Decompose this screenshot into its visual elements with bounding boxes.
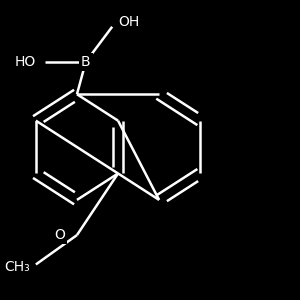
Text: O: O xyxy=(54,228,65,242)
Text: OH: OH xyxy=(118,15,139,29)
Text: B: B xyxy=(81,55,91,69)
Text: CH₃: CH₃ xyxy=(4,260,30,274)
Text: HO: HO xyxy=(15,55,36,69)
